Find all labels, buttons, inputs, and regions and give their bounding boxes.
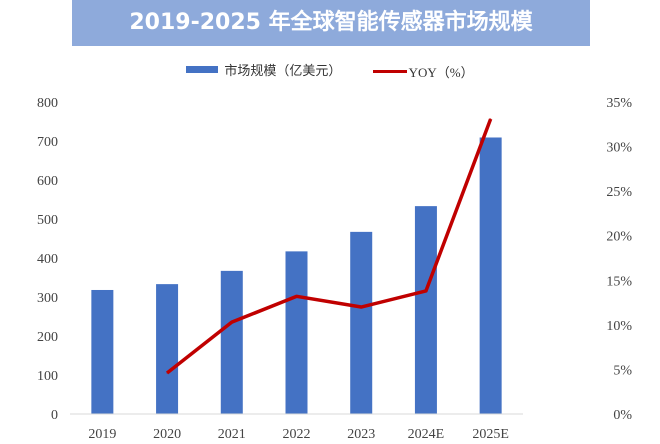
bar-2021 xyxy=(220,270,243,414)
chart-title: 2019-2025 年全球智能传感器市场规模 xyxy=(72,0,590,46)
bar-2019 xyxy=(91,289,114,414)
left-tick-label: 600 xyxy=(37,174,58,189)
legend-item-market-size: 市场规模（亿美元） xyxy=(186,60,341,79)
bar-2020 xyxy=(156,284,179,414)
yoy-point-2024E xyxy=(425,290,427,292)
x-tick-label: 2019 xyxy=(88,427,116,442)
left-tick-label: 800 xyxy=(37,96,58,111)
yoy-point-2023 xyxy=(360,306,362,308)
left-tick-label: 400 xyxy=(37,252,58,267)
right-tick-label: 0% xyxy=(613,408,632,423)
yoy-point-2022 xyxy=(296,295,297,297)
left-tick-label: 0 xyxy=(51,408,58,423)
yoy-point-2025E xyxy=(490,118,492,120)
x-tick-label: 2021 xyxy=(218,427,246,442)
legend: 市场规模（亿美元） YOY（%） xyxy=(0,60,660,81)
right-tick-label: 10% xyxy=(606,319,632,334)
left-tick-label: 200 xyxy=(37,330,58,345)
legend-swatch-bar xyxy=(186,66,219,73)
yoy-point-2021 xyxy=(231,321,233,323)
bar-2025E xyxy=(479,137,502,415)
right-tick-label: 20% xyxy=(606,230,632,245)
left-tick-label: 300 xyxy=(37,291,58,306)
right-tick-label: 15% xyxy=(606,274,632,289)
bar-2023 xyxy=(350,231,373,414)
x-tick-label: 2025E xyxy=(472,427,509,442)
right-tick-label: 5% xyxy=(613,363,632,378)
left-tick-label: 700 xyxy=(37,135,58,150)
bar-2022 xyxy=(285,251,308,414)
x-tick-label: 2020 xyxy=(153,427,181,442)
legend-swatch-line xyxy=(372,70,407,73)
right-tick-label: 25% xyxy=(606,185,632,200)
legend-item-yoy: YOY（%） xyxy=(372,62,474,81)
bar-2024E xyxy=(414,206,437,414)
legend-label: 市场规模（亿美元） xyxy=(224,63,342,78)
yoy-point-2020 xyxy=(166,372,168,374)
yoy-line xyxy=(165,118,493,375)
x-tick-label: 2022 xyxy=(283,427,311,442)
x-tick-label: 2024E xyxy=(408,427,445,442)
right-tick-label: 30% xyxy=(606,141,632,156)
x-tick-label: 2023 xyxy=(347,427,375,442)
legend-label: YOY（%） xyxy=(408,65,474,80)
left-tick-label: 500 xyxy=(37,213,58,228)
right-tick-label: 35% xyxy=(606,96,632,111)
left-tick-label: 100 xyxy=(37,369,58,384)
